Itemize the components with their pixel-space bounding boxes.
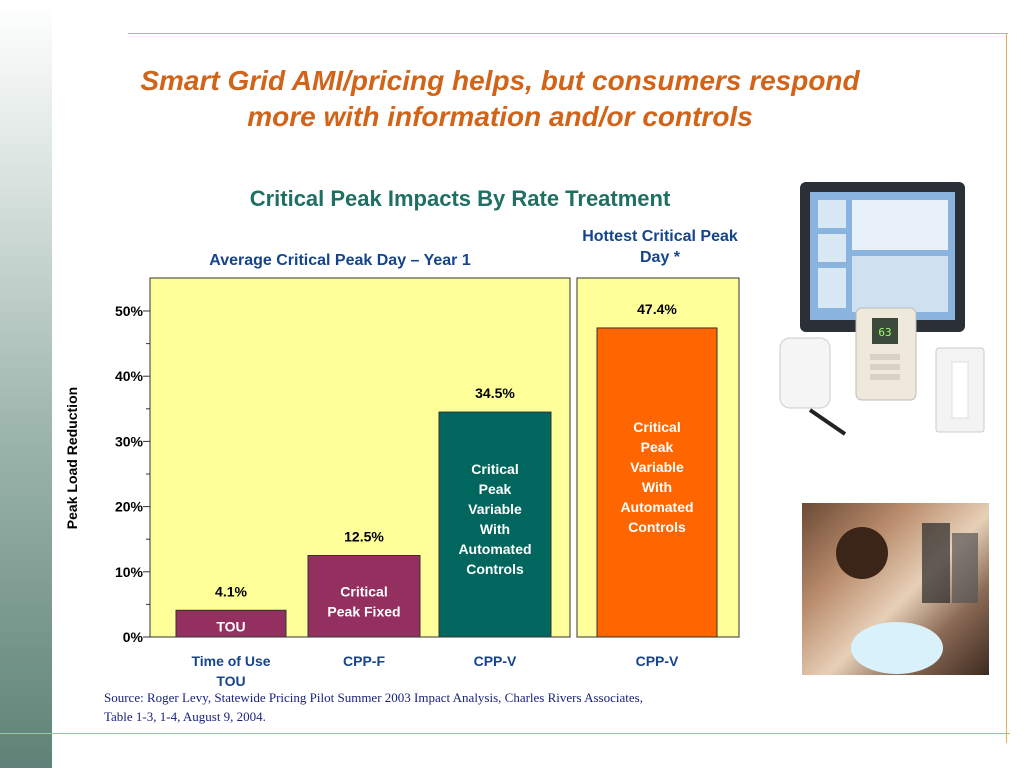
bar-inner-label: With [480, 521, 510, 537]
y-tick-label: 40% [115, 368, 144, 384]
bar-inner-label: Critical [340, 584, 387, 600]
slide-title-line2: more with information and/or controls [247, 101, 753, 132]
right-rule [1006, 33, 1007, 743]
chart-title: Critical Peak Impacts By Rate Treatment [249, 186, 671, 211]
bar-inner-label: TOU [216, 618, 245, 634]
y-tick-label: 10% [115, 564, 144, 580]
bottom-rule [0, 733, 1010, 734]
smart-plug [779, 337, 831, 409]
bar-inner-label: Controls [466, 561, 524, 577]
bar-inner-label: Peak [479, 481, 512, 497]
x-category-label: CPP-F [343, 653, 385, 669]
devices-image: 63 [770, 178, 992, 440]
panel-1-title: Average Critical Peak Day – Year 1 [209, 252, 471, 269]
data-label: 47.4% [637, 301, 677, 317]
bar-inner-label: Automated [458, 541, 531, 557]
decorative-left-band [0, 0, 52, 768]
x-category-label: TOU [216, 673, 245, 689]
bar-inner-label: Peak Fixed [327, 604, 400, 620]
bar-cpp-f [307, 555, 421, 638]
bar-time-of-use-tou [175, 609, 287, 638]
bar-inner-label: Automated [620, 499, 693, 515]
people-photo [802, 503, 989, 675]
y-tick-label: 0% [123, 629, 144, 645]
source-line2: Table 1-3, 1-4, August 9, 2004. [104, 709, 266, 724]
svg-text:63: 63 [878, 326, 891, 339]
data-label: 34.5% [475, 385, 515, 401]
bar-inner-label: Controls [628, 519, 686, 535]
source-citation: Source: Roger Levy, Statewide Pricing Pi… [104, 688, 744, 726]
bar-inner-label: Critical [471, 461, 518, 477]
bar-cpp-v [438, 411, 552, 638]
x-category-label: CPP-V [636, 653, 679, 669]
data-label: 4.1% [215, 583, 247, 599]
energy-orb-glow [851, 622, 943, 674]
panel-2-title: Hottest Critical Peak Day * [582, 228, 738, 266]
y-tick-label: 50% [115, 303, 144, 319]
bar-cpp-v [596, 327, 718, 638]
slide-title-line1: Smart Grid AMI/pricing helps, but consum… [140, 65, 860, 96]
y-tick-label: 20% [115, 499, 144, 515]
bar-inner-label: Variable [468, 501, 522, 517]
x-category-label: Time of Use [191, 653, 270, 669]
source-line1: Source: Roger Levy, Statewide Pricing Pi… [104, 690, 643, 705]
x-category-label: CPP-V [474, 653, 517, 669]
bar-inner-label: Peak [641, 439, 674, 455]
slide-title: Smart Grid AMI/pricing helps, but consum… [60, 63, 940, 135]
data-label: 12.5% [344, 529, 384, 545]
bar-inner-label: Variable [630, 459, 684, 475]
bar-inner-label: Critical [633, 419, 680, 435]
y-tick-label: 30% [115, 433, 144, 449]
top-rule [128, 33, 1008, 34]
bar-inner-label: With [642, 479, 672, 495]
